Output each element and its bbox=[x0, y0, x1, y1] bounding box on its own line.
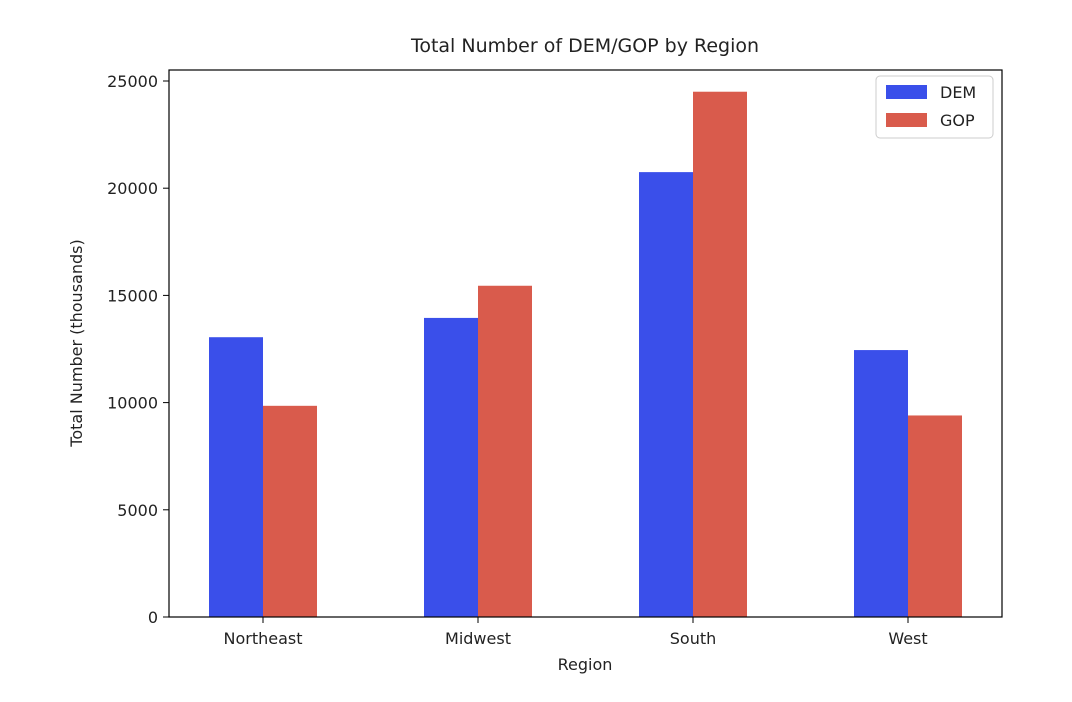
legend: DEM GOP bbox=[875, 75, 994, 139]
bar-dem-south bbox=[639, 172, 693, 617]
y-tick-label: 0 bbox=[148, 608, 158, 627]
y-axis: 0 5000 10000 15000 20000 25000 bbox=[107, 72, 169, 627]
legend-label-gop: GOP bbox=[940, 111, 975, 130]
bar-dem-west bbox=[854, 350, 908, 617]
plot-frame bbox=[168, 69, 1003, 618]
y-tick-label: 20000 bbox=[107, 179, 158, 198]
x-tick-label-west: West bbox=[888, 629, 927, 648]
x-tick-label-midwest: Midwest bbox=[445, 629, 511, 648]
x-tick-label-northeast: Northeast bbox=[223, 629, 302, 648]
y-tick-label: 15000 bbox=[107, 286, 158, 305]
bars-group bbox=[209, 91, 962, 618]
bar-gop-midwest bbox=[478, 285, 532, 617]
legend-swatch-dem bbox=[886, 85, 927, 99]
chart-title: Total Number of DEM/GOP by Region bbox=[410, 35, 759, 57]
y-tick-label: 25000 bbox=[107, 72, 158, 91]
x-tick-label-south: South bbox=[670, 629, 717, 648]
legend-label-dem: DEM bbox=[940, 83, 976, 102]
bar-dem-midwest bbox=[424, 317, 478, 617]
bar-gop-west bbox=[908, 415, 962, 617]
legend-swatch-gop bbox=[886, 113, 927, 127]
y-tick-label: 5000 bbox=[117, 501, 158, 520]
y-tick-label: 10000 bbox=[107, 394, 158, 413]
y-axis-label: Total Number (thousands) bbox=[67, 239, 86, 447]
bar-dem-northeast bbox=[209, 337, 263, 617]
x-axis-label: Region bbox=[558, 655, 613, 674]
x-axis: Northeast Midwest South West bbox=[223, 617, 928, 648]
bar-gop-northeast bbox=[263, 405, 317, 617]
bar-gop-south bbox=[693, 91, 747, 618]
